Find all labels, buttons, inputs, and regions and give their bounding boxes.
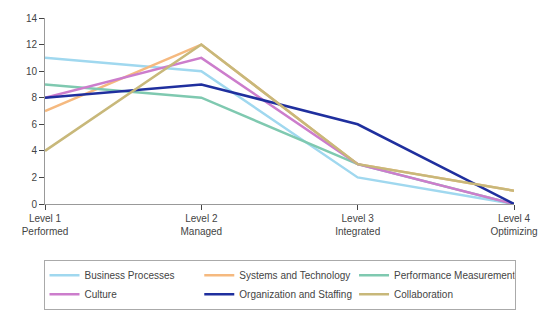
svg-text:Level 2Managed: Level 2Managed xyxy=(180,213,222,237)
svg-text:Performance Measurement: Performance Measurement xyxy=(394,270,514,281)
svg-text:10: 10 xyxy=(26,66,38,77)
svg-text:8: 8 xyxy=(31,92,37,103)
svg-text:0: 0 xyxy=(31,199,37,210)
svg-text:Level 4Optimizing: Level 4Optimizing xyxy=(490,213,537,237)
svg-text:Systems and Technology: Systems and Technology xyxy=(239,270,350,281)
svg-text:Level 3Integrated: Level 3Integrated xyxy=(335,213,380,237)
svg-text:Level 1Performed: Level 1Performed xyxy=(22,213,69,237)
svg-text:12: 12 xyxy=(26,39,38,50)
svg-text:Business Processes: Business Processes xyxy=(85,270,175,281)
svg-text:Organization and Staffing: Organization and Staffing xyxy=(239,289,352,300)
svg-text:4: 4 xyxy=(31,145,37,156)
svg-text:Culture: Culture xyxy=(85,289,118,300)
svg-text:6: 6 xyxy=(31,119,37,130)
svg-text:14: 14 xyxy=(26,13,38,24)
svg-text:2: 2 xyxy=(31,172,37,183)
svg-text:Collaboration: Collaboration xyxy=(394,289,453,300)
